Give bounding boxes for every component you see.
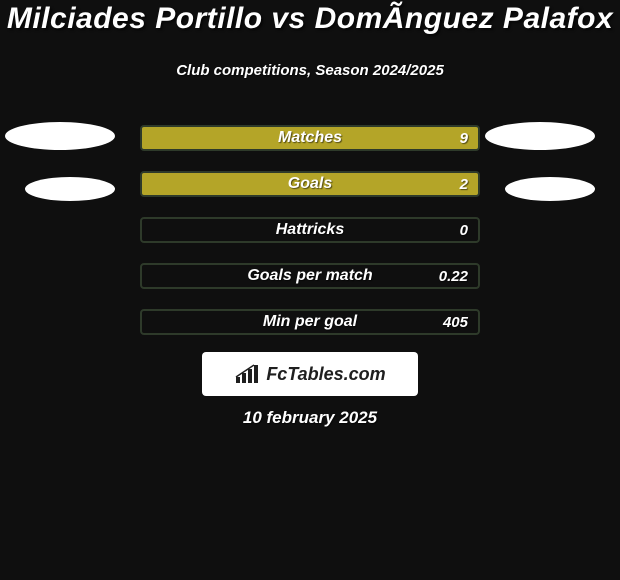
stat-bar-matches: Matches 9 — [140, 125, 480, 151]
page-subtitle: Club competitions, Season 2024/2025 — [0, 62, 620, 79]
stat-label: Goals — [142, 175, 478, 193]
player-left-badge-1 — [5, 122, 115, 150]
stat-bar-goals: Goals 2 — [140, 171, 480, 197]
stat-value: 405 — [443, 314, 468, 331]
stat-bar-hattricks: Hattricks 0 — [140, 217, 480, 243]
player-left-badge-2 — [25, 177, 115, 201]
stat-label: Matches — [142, 129, 478, 147]
comparison-card: Milciades Portillo vs DomÃ­nguez Palafox… — [0, 0, 620, 580]
stat-value: 0.22 — [439, 268, 468, 285]
source-logo-text: FcTables.com — [266, 364, 385, 385]
stat-value: 2 — [460, 176, 468, 193]
source-logo: FcTables.com — [202, 352, 418, 396]
bar-chart-icon — [234, 363, 260, 385]
stat-label: Min per goal — [142, 313, 478, 331]
stat-bar-goals-per-match: Goals per match 0.22 — [140, 263, 480, 289]
player-right-badge-2 — [505, 177, 595, 201]
footer-date: 10 february 2025 — [0, 408, 620, 428]
player-right-badge-1 — [485, 122, 595, 150]
page-title: Milciades Portillo vs DomÃ­nguez Palafox — [0, 2, 620, 36]
stat-value: 0 — [460, 222, 468, 239]
stat-label: Goals per match — [142, 267, 478, 285]
stat-bar-min-per-goal: Min per goal 405 — [140, 309, 480, 335]
stat-value: 9 — [460, 130, 468, 147]
stat-label: Hattricks — [142, 221, 478, 239]
